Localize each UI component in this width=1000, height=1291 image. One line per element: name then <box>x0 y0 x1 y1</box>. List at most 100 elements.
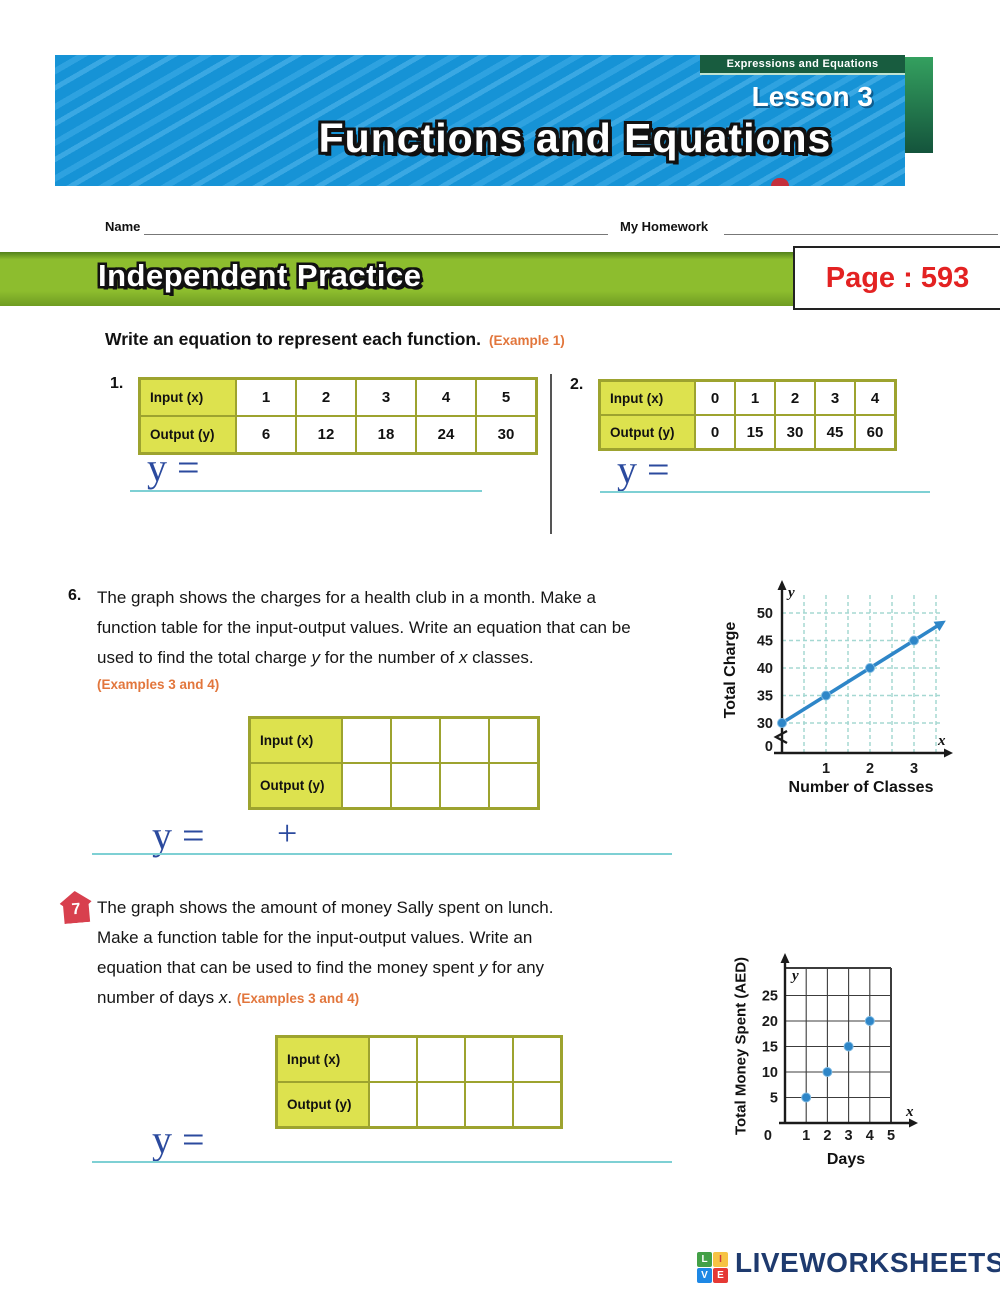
brand-name[interactable]: LIVEWORKSHEETS <box>735 1247 1000 1278</box>
svg-text:3: 3 <box>845 1128 853 1144</box>
problem-6-example-reference: (Examples 3 and 4) <box>97 677 220 692</box>
svg-text:2: 2 <box>866 761 874 777</box>
name-blank-line <box>144 234 608 235</box>
output-row: Output (y) 6 12 18 24 30 <box>140 416 536 453</box>
example-reference: (Example 1) <box>488 333 565 348</box>
output-row-header: Output (y) <box>600 415 695 449</box>
answer-input-7[interactable] <box>92 1161 672 1163</box>
svg-text:1: 1 <box>802 1128 810 1144</box>
empty-table-cell <box>489 763 538 808</box>
svg-text:0: 0 <box>764 1128 772 1144</box>
empty-table-cell <box>417 1037 465 1082</box>
table-cell: 4 <box>855 381 895 415</box>
answer-input-6[interactable] <box>92 853 672 855</box>
svg-text:3: 3 <box>910 761 918 777</box>
svg-text:25: 25 <box>762 989 778 1005</box>
table-cell: 30 <box>775 415 815 449</box>
table-cell: 30 <box>476 416 536 453</box>
table-cell: 18 <box>356 416 416 453</box>
table-cell: 0 <box>695 415 735 449</box>
input-row-header: Input (x) <box>140 379 236 416</box>
homework-blank-line <box>724 234 998 235</box>
header-corner-decoration <box>905 57 933 153</box>
answer-prefix-7: y = <box>152 1117 205 1162</box>
svg-text:1: 1 <box>822 761 830 777</box>
table-cell: 5 <box>476 379 536 416</box>
empty-table-cell <box>513 1082 561 1127</box>
health-club-chart: 0 30 35 40 45 50 1 2 3 y x Number of Classes <box>757 580 953 796</box>
empty-table-cell <box>489 718 538 763</box>
table-cell: 45 <box>815 415 855 449</box>
svg-text:y: y <box>786 585 795 601</box>
svg-text:x: x <box>905 1104 914 1120</box>
answer-operator-6: + <box>277 813 298 853</box>
svg-text:5: 5 <box>887 1128 895 1144</box>
table-cell: 15 <box>735 415 775 449</box>
svg-text:35: 35 <box>757 689 773 705</box>
table-cell: 60 <box>855 415 895 449</box>
problem-divider <box>550 374 552 534</box>
lesson-header: Expressions and Equations Lesson 3 Funct… <box>55 55 905 186</box>
empty-table-cell <box>440 763 489 808</box>
empty-table-cell <box>369 1037 417 1082</box>
table-cell: 6 <box>236 416 296 453</box>
input-row-header: Input (x) <box>600 381 695 415</box>
svg-text:0: 0 <box>765 739 773 755</box>
svg-text:20: 20 <box>762 1014 778 1030</box>
homework-label: My Homework <box>620 219 709 234</box>
answer-input-1[interactable] <box>130 490 482 492</box>
problem-7-number: 7 <box>70 900 82 918</box>
header-red-decoration <box>771 178 789 186</box>
table-cell: 0 <box>695 381 735 415</box>
table-cell: 3 <box>815 381 855 415</box>
logo-letter-square: E <box>713 1268 728 1283</box>
empty-table-cell <box>465 1082 513 1127</box>
svg-text:5: 5 <box>770 1091 778 1107</box>
input-row-header: Input (x) <box>250 718 342 763</box>
answer-input-2[interactable] <box>600 491 930 493</box>
svg-text:Days: Days <box>827 1151 865 1168</box>
svg-text:10: 10 <box>762 1065 778 1081</box>
svg-text:15: 15 <box>762 1040 778 1056</box>
problem-7-text: The graph shows the amount of money Sall… <box>97 898 554 1007</box>
lesson-title: Functions and Equations <box>318 115 832 161</box>
instruction-text: Write an equation to represent each func… <box>105 329 481 349</box>
table-cell: 2 <box>775 381 815 415</box>
answer-prefix-6: y = <box>152 813 205 858</box>
input-row-header: Input (x) <box>277 1037 369 1082</box>
page-number-box: Page : 593 <box>793 246 1000 310</box>
svg-text:50: 50 <box>757 606 773 622</box>
output-row-header: Output (y) <box>250 763 342 808</box>
empty-table-cell <box>513 1037 561 1082</box>
problem-6-number: 6. <box>68 587 82 604</box>
function-table-7: Input (x) Output (y) <box>275 1035 563 1129</box>
svg-text:30: 30 <box>757 716 773 732</box>
answer-prefix-2: y = <box>617 447 670 492</box>
table-cell: 4 <box>416 379 476 416</box>
logo-letter-square: V <box>697 1268 712 1283</box>
name-label: Name <box>105 219 141 234</box>
problem-6-text: The graph shows the charges for a health… <box>97 588 631 667</box>
section-title: Independent Practice <box>98 258 422 293</box>
input-row: Input (x) <box>250 718 538 763</box>
svg-text:y: y <box>790 968 799 984</box>
logo-letter-square: L <box>697 1252 712 1267</box>
svg-text:40: 40 <box>757 661 773 677</box>
problem-2-number: 2. <box>570 376 584 393</box>
table-cell: 3 <box>356 379 416 416</box>
table-cell: 1 <box>735 381 775 415</box>
output-row-header: Output (y) <box>140 416 236 453</box>
table-cell: 2 <box>296 379 356 416</box>
empty-table-cell <box>417 1082 465 1127</box>
output-row: Output (y) <box>250 763 538 808</box>
svg-text:Number of Classes: Number of Classes <box>789 779 934 796</box>
empty-table-cell <box>440 718 489 763</box>
svg-text:4: 4 <box>866 1128 874 1144</box>
lesson-number: Lesson 3 <box>751 81 873 112</box>
